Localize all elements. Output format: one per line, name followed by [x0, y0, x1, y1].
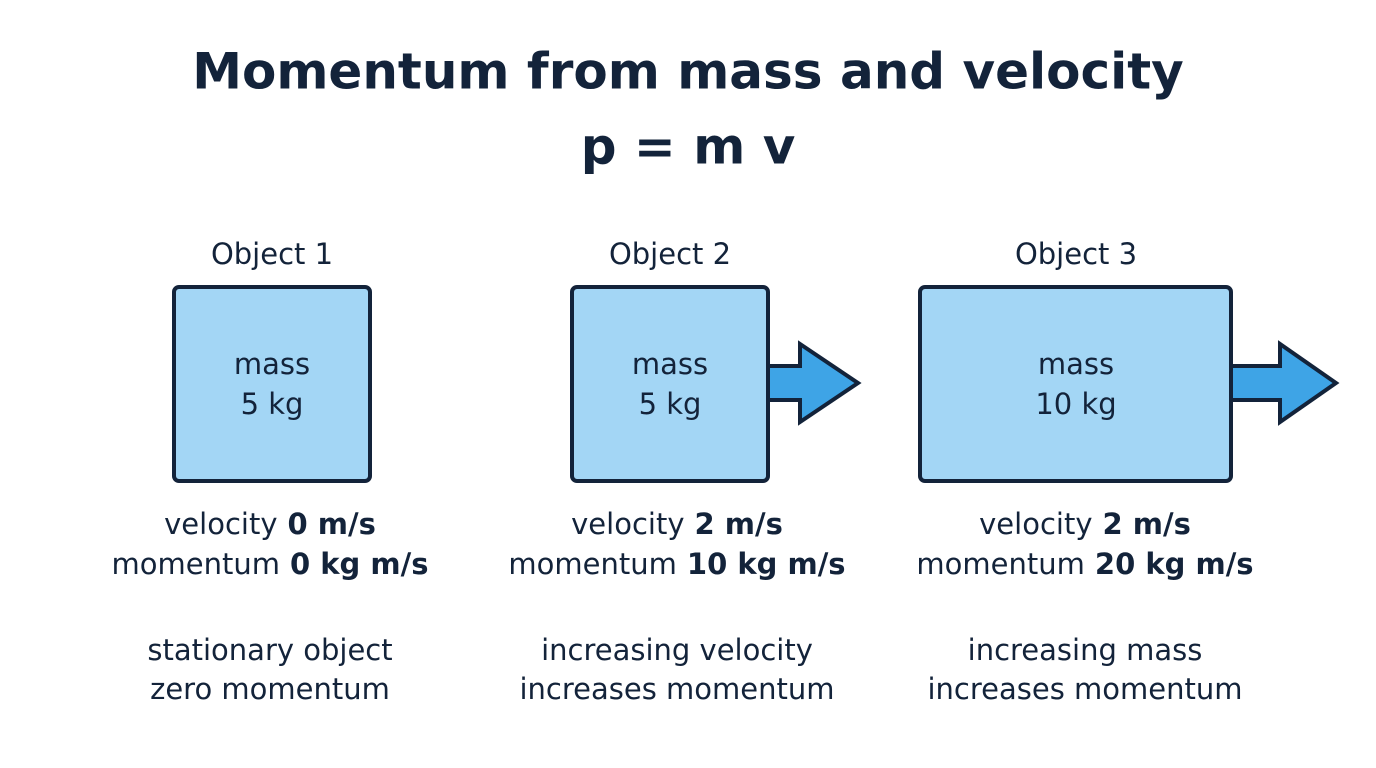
mass-label: mass — [1038, 347, 1114, 381]
velocity-value: 0 m/s — [287, 507, 375, 541]
note: zero momentum — [150, 672, 390, 706]
momentum-label: momentum — [916, 547, 1084, 581]
object-box — [172, 285, 372, 483]
object-box — [918, 285, 1233, 483]
momentum-value: 0 kg m/s — [290, 547, 429, 581]
object-label: Object 1 — [211, 237, 333, 271]
formula: p = m v — [581, 118, 796, 176]
momentum-line: momentum 10 kg m/s — [508, 547, 845, 581]
velocity-value: 2 m/s — [694, 507, 782, 541]
velocity-line: velocity 2 m/s — [571, 507, 783, 541]
mass-value: 5 kg — [241, 387, 304, 421]
object-label: Object 3 — [1015, 237, 1137, 271]
mass-label: mass — [234, 347, 310, 381]
velocity-arrow — [770, 340, 862, 426]
mass-value: 5 kg — [639, 387, 702, 421]
title: Momentum from mass and velocity — [192, 43, 1184, 101]
momentum-label: momentum — [508, 547, 676, 581]
note: increasing velocity — [541, 633, 813, 667]
momentum-line: momentum 20 kg m/s — [916, 547, 1253, 581]
velocity-label: velocity — [164, 507, 277, 541]
velocity-label: velocity — [979, 507, 1092, 541]
note: stationary object — [147, 633, 392, 667]
mass-label: mass — [632, 347, 708, 381]
note: increases momentum — [519, 672, 834, 706]
object-label: Object 2 — [609, 237, 731, 271]
momentum-line: momentum 0 kg m/s — [112, 547, 429, 581]
velocity-arrow — [1233, 340, 1340, 426]
velocity-line: velocity 2 m/s — [979, 507, 1191, 541]
mass-value: 10 kg — [1035, 387, 1116, 421]
momentum-label: momentum — [112, 547, 280, 581]
note: increasing mass — [968, 633, 1203, 667]
velocity-line: velocity 0 m/s — [164, 507, 376, 541]
momentum-value: 20 kg m/s — [1095, 547, 1254, 581]
momentum-value: 10 kg m/s — [687, 547, 846, 581]
velocity-value: 2 m/s — [1102, 507, 1190, 541]
object-box — [570, 285, 770, 483]
velocity-label: velocity — [571, 507, 684, 541]
note: increases momentum — [927, 672, 1242, 706]
